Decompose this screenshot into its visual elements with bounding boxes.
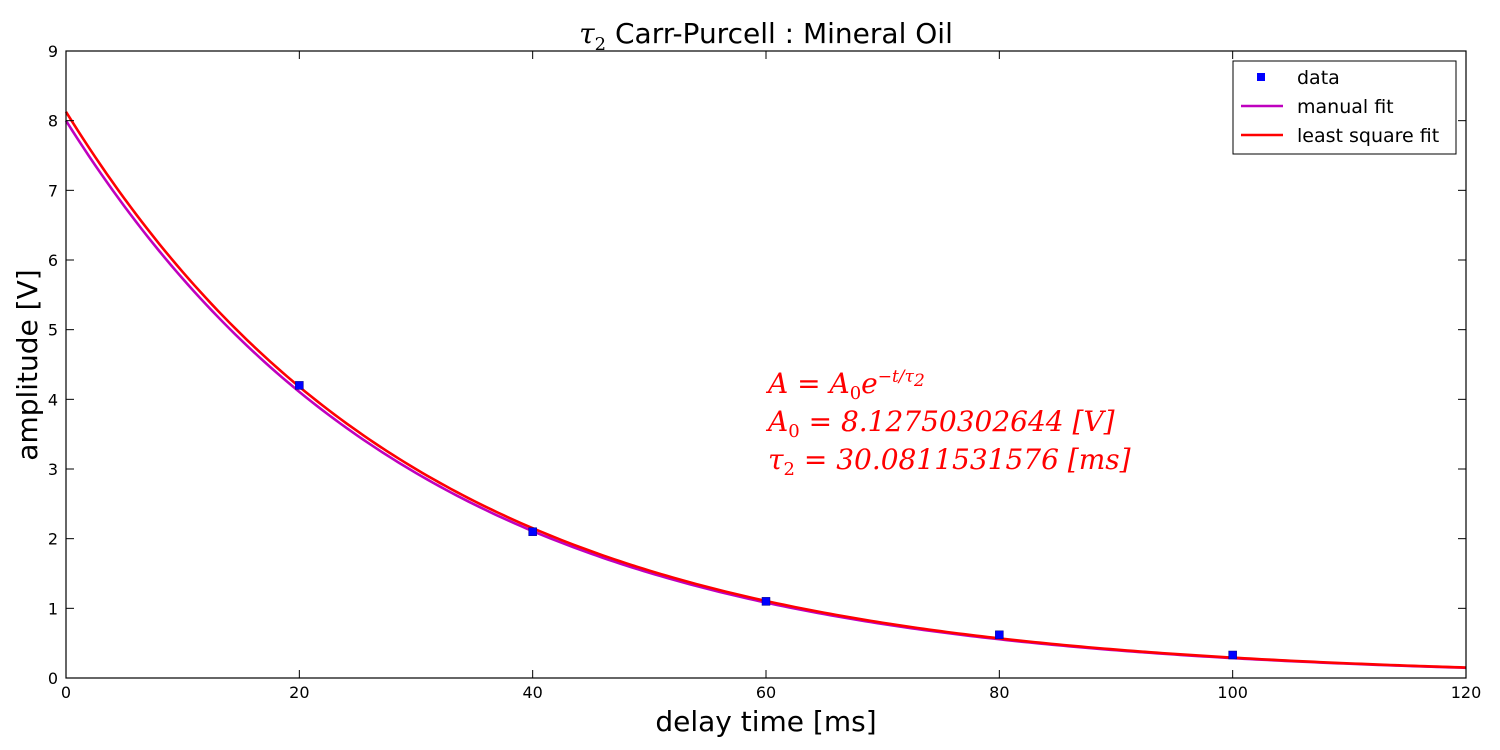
x-axis-label: delay time [ms] <box>655 705 876 738</box>
chart-title: τ2 Carr-Purcell : Mineral Oil <box>579 17 953 55</box>
y-tick-label: 1 <box>48 599 58 618</box>
x-tick-label: 120 <box>1451 683 1482 702</box>
annotation-a0: A0 = 8.12750302644 [V] <box>765 405 1115 442</box>
data-point <box>995 630 1004 640</box>
legend-label-manual-fit: manual fit <box>1297 96 1394 118</box>
data-point <box>761 597 771 606</box>
legend-box <box>1232 60 1457 155</box>
fit-annotation: A = A0e−t/τ2 A0 = 8.12750302644 [V] τ2 =… <box>765 367 1131 480</box>
y-tick-label: 6 <box>48 251 58 270</box>
annotation-tau2: τ2 = 30.0811531576 [ms] <box>768 443 1131 480</box>
y-axis-label: amplitude [V] <box>11 269 44 460</box>
x-tick-label: 80 <box>989 683 1009 702</box>
y-tick-label: 9 <box>48 42 58 61</box>
data-point <box>528 527 537 536</box>
y-tick-label: 8 <box>48 112 58 131</box>
legend-label-data: data <box>1297 67 1340 89</box>
x-tick-label: 100 <box>1217 683 1248 702</box>
annotation-equation: A = A0e−t/τ2 <box>765 367 925 404</box>
data-point <box>1228 650 1237 660</box>
plot-area <box>64 111 1467 670</box>
x-tick-label: 40 <box>522 683 542 702</box>
y-tick-label: 0 <box>48 669 58 688</box>
y-tick-label: 2 <box>48 530 58 549</box>
legend-label-least-square-fit: least square fit <box>1297 125 1439 147</box>
legend-marker-data <box>1257 73 1265 81</box>
x-tick-label: 60 <box>756 683 776 702</box>
y-tick-label: 5 <box>48 321 58 340</box>
series-line-manual-fit <box>64 119 1467 670</box>
data-point <box>295 381 304 390</box>
x-tick-label: 20 <box>289 683 309 702</box>
axis-ticks: 0 20 40 60 80 100 120 0 1 2 3 4 5 6 7 8 9 <box>48 42 1481 702</box>
series-line-least-square-fit <box>64 111 1467 669</box>
y-tick-label: 4 <box>48 390 58 409</box>
y-tick-label: 7 <box>48 181 58 200</box>
x-tick-label: 0 <box>61 683 71 702</box>
y-tick-label: 3 <box>48 460 58 479</box>
legend: data manual fit least square fit <box>1232 60 1457 155</box>
